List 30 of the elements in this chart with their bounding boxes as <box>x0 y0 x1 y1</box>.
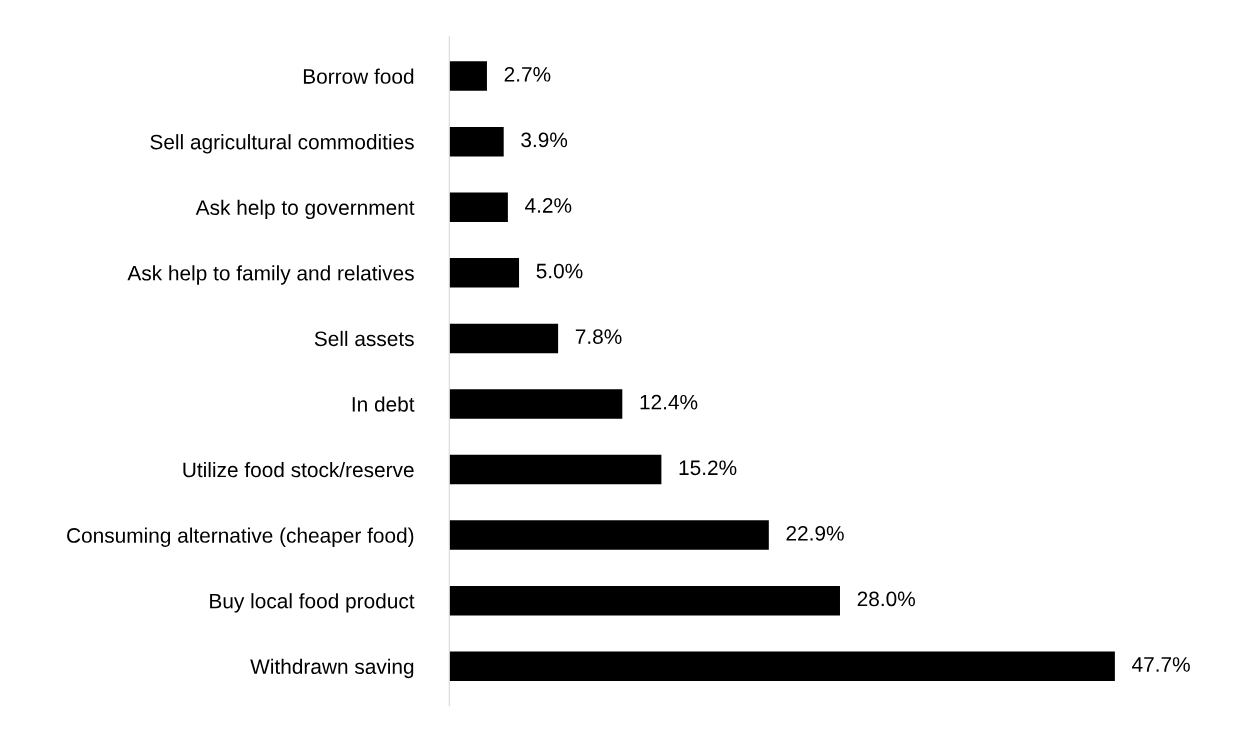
y-tick-label: Sell assets <box>314 330 414 347</box>
data-label: 12.4% <box>640 394 698 410</box>
bar <box>449 585 840 616</box>
data-label: 28.0% <box>857 591 915 607</box>
y-tick-label: Borrow food <box>303 68 414 84</box>
bar <box>449 454 662 485</box>
bar <box>449 61 487 91</box>
y-tick-label: Withdrawn saving <box>250 658 414 679</box>
data-label: 5.0% <box>536 263 583 279</box>
data-label: 2.7% <box>504 66 551 82</box>
bar <box>449 389 623 419</box>
y-tick-label: In debt <box>352 396 415 412</box>
y-tick-label: Sell agricultural commodities <box>150 134 414 154</box>
data-label: 4.2% <box>525 198 572 213</box>
bar <box>449 258 520 288</box>
y-tick-label: Ask help to family and relatives <box>127 265 414 285</box>
bar <box>449 520 769 550</box>
data-label: 3.9% <box>521 132 568 148</box>
y-tick-label: Ask help to government <box>195 199 415 220</box>
data-label: 47.7% <box>1132 657 1190 672</box>
bar <box>449 323 559 354</box>
data-label: 22.9% <box>786 525 844 541</box>
bar <box>449 192 508 222</box>
bar <box>449 651 1115 682</box>
bar <box>449 126 504 157</box>
data-label: 7.8% <box>575 329 622 344</box>
y-tick-label: Buy local food product <box>210 593 415 613</box>
data-label: 15.2% <box>679 460 737 476</box>
y-tick-label: Utilize food stock/reserve <box>183 461 414 478</box>
y-tick-label: Consuming alternative (cheaper food) <box>67 527 414 547</box>
